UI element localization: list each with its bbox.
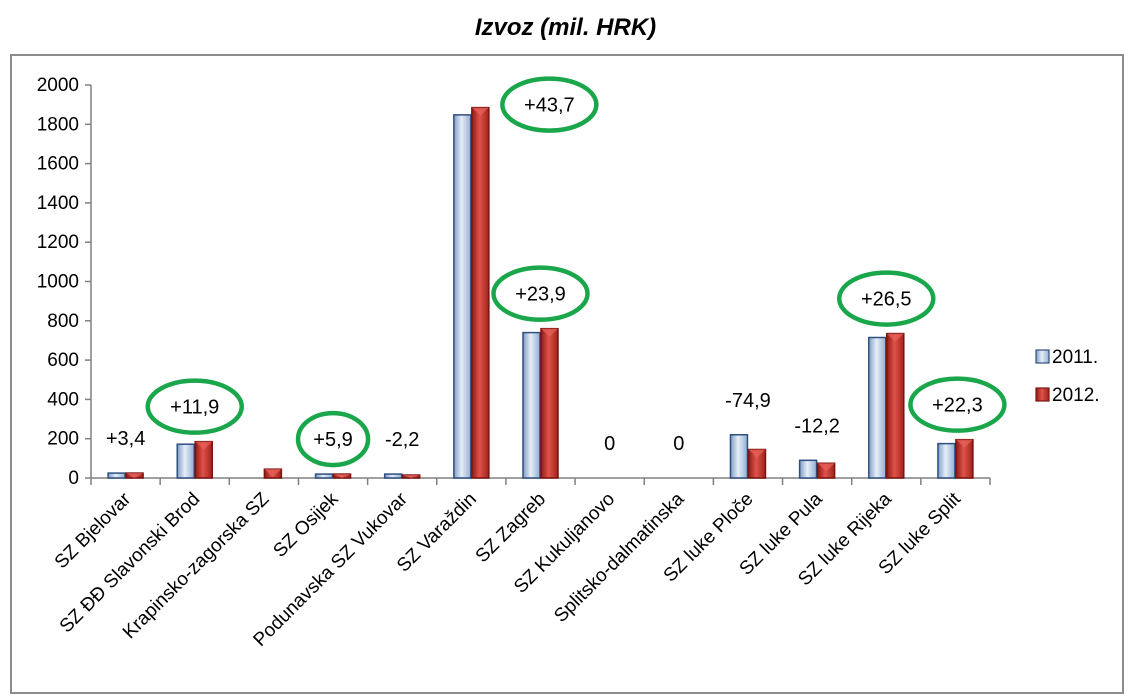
data-label: +43,7 — [524, 95, 575, 117]
data-label: +23,9 — [515, 284, 566, 306]
highlight-ellipse — [837, 270, 936, 327]
legend-label: 2011. — [1052, 347, 1098, 368]
bar-2011 — [176, 443, 195, 479]
x-category-label: SZ ĐĐ Slavonski Brod — [56, 489, 205, 638]
highlight-ellipse — [145, 378, 244, 435]
y-tick-label: 1800 — [37, 114, 79, 135]
bar-2011 — [729, 434, 749, 479]
bar-cap — [333, 474, 351, 478]
x-category-label: Splitsko-dalmatinska — [550, 488, 688, 626]
data-label: +11,9 — [170, 397, 219, 419]
bar-2011 — [453, 114, 472, 479]
bar-cap — [541, 328, 558, 337]
y-tick-label: 1000 — [37, 272, 79, 293]
bar-cap — [817, 463, 835, 472]
legend: 2011. 2012. — [1035, 347, 1100, 406]
bar-cap — [955, 439, 973, 448]
highlight-ellipse — [908, 376, 1007, 433]
data-label: 0 — [673, 433, 684, 455]
bar-2011 — [107, 472, 126, 479]
annotations: +3,4 +11,9 +5,9 -2,2 +43,7 +23,9 0 0 -74,9 -12,2 +… — [106, 76, 1007, 468]
bar-cap — [471, 107, 489, 116]
data-label: +22,3 — [932, 395, 983, 417]
bar-cap — [264, 469, 282, 478]
bar-2011 — [314, 473, 334, 479]
chart-frame — [10, 54, 1124, 694]
data-label: 0 — [604, 433, 615, 455]
x-category-label: SZ Osijek — [269, 488, 342, 561]
chart-title: Izvoz (mil. HRK) — [474, 14, 657, 41]
bar-2011 — [798, 459, 818, 479]
bar-cap — [402, 475, 420, 478]
y-tick-label: 0 — [68, 468, 79, 489]
highlight-ellipse — [491, 265, 590, 322]
bar-cap — [195, 441, 213, 450]
data-label: +3,4 — [106, 428, 145, 450]
axes: 0 200 400 600 800 1000 1200 1400 1600 1800 2000 — [37, 75, 991, 489]
data-label: +26,5 — [861, 289, 912, 311]
bar-2011 — [937, 442, 956, 479]
bars — [107, 106, 974, 479]
bar-cap — [748, 449, 766, 458]
legend-label: 2012. — [1052, 385, 1100, 406]
bar-cap — [886, 333, 904, 342]
bar-2012 — [471, 106, 490, 479]
y-tick-label: 2000 — [37, 75, 79, 96]
data-label: -74,9 — [725, 390, 771, 412]
y-tick-label: 800 — [47, 311, 79, 332]
data-label: -2,2 — [385, 429, 419, 451]
legend-swatch — [1035, 387, 1050, 402]
bar-2012 — [540, 327, 559, 479]
highlight-ellipse — [500, 76, 599, 133]
y-tick-label: 1400 — [37, 193, 79, 214]
data-label: -12,2 — [794, 415, 840, 437]
bar-2011 — [522, 331, 541, 479]
y-tick-label: 600 — [47, 350, 79, 371]
y-tick-label: 1600 — [37, 154, 79, 175]
bar-2012 — [886, 332, 905, 479]
bar-cap — [126, 473, 144, 478]
bar-2011 — [383, 473, 403, 479]
legend-swatch — [1035, 349, 1050, 364]
y-tick-label: 200 — [47, 429, 79, 450]
y-tick-label: 1200 — [37, 232, 79, 253]
highlight-ellipse — [295, 410, 371, 468]
y-tick-label: 400 — [47, 389, 79, 410]
x-category-label: Krapinsko-zagorska SZ — [119, 488, 274, 643]
data-label: +5,9 — [313, 429, 352, 451]
bar-2011 — [868, 336, 887, 479]
